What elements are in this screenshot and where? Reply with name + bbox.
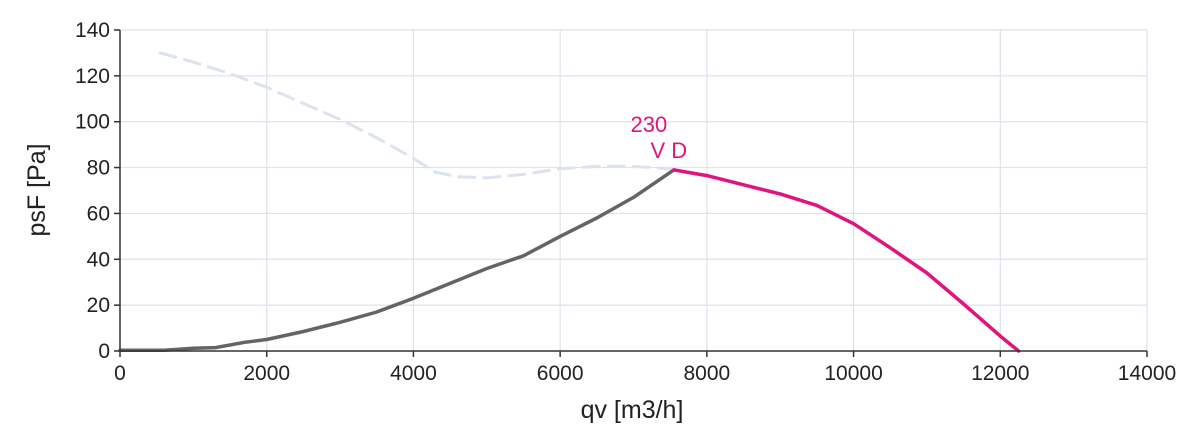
x-tick-label: 2000 [243,362,290,385]
y-tick-label: 140 [75,19,110,42]
x-tick-label: 10000 [824,362,882,385]
y-tick-label: 0 [98,340,110,363]
x-tick-label: 8000 [683,362,730,385]
annotation-label: 230 [630,112,667,137]
x-tick-label: 0 [114,362,126,385]
curves [118,51,1021,353]
y-axis-title: psF [Pa] [23,143,51,236]
series-line-2 [118,168,676,353]
y-tick-label: 120 [75,65,110,88]
x-tick-label: 6000 [537,362,584,385]
x-axis-title: qv [m3/h] [581,396,684,424]
grid-lines [120,29,1148,351]
annotation-label: V D [651,138,688,163]
x-tick-label: 14000 [1118,362,1176,385]
x-tick-label: 12000 [971,362,1029,385]
x-tick-label: 4000 [390,362,437,385]
y-tick-label: 80 [87,157,110,180]
y-tick-label: 100 [75,111,110,134]
axes [114,29,1148,357]
series-line-1 [158,51,672,180]
series-line-3 [672,168,1021,353]
y-tick-label: 40 [87,248,110,271]
y-tick-label: 20 [87,294,110,317]
tick-labels: 0 2000 4000 6000 8000 10000 12000 14000 0 20 40 60 8… [75,19,1176,385]
y-tick-label: 60 [87,202,110,225]
